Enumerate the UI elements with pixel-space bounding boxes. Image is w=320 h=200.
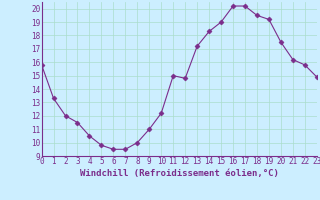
- X-axis label: Windchill (Refroidissement éolien,°C): Windchill (Refroidissement éolien,°C): [80, 169, 279, 178]
